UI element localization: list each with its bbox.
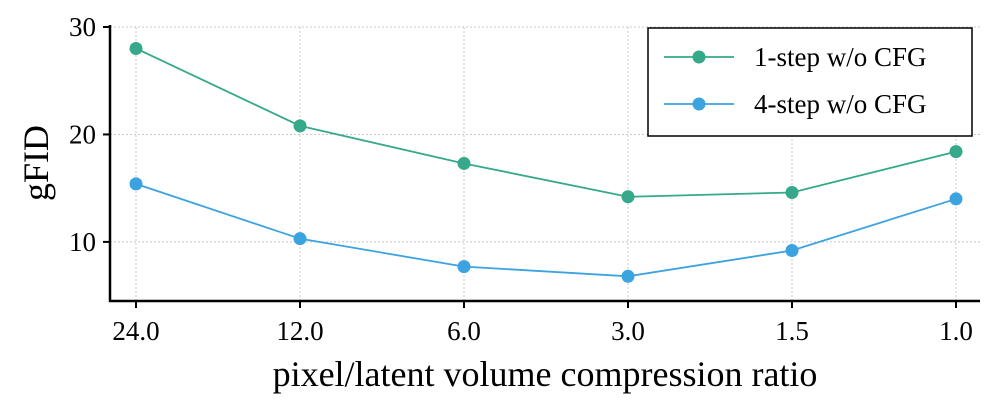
- data-point-series-1: [621, 190, 635, 204]
- y-tick-label: 10: [69, 227, 96, 257]
- data-point-series-2: [457, 260, 471, 274]
- x-tick-label: 12.0: [276, 316, 323, 346]
- data-point-series-1: [949, 145, 963, 159]
- legend-label-series-1: 1-step w/o CFG: [754, 42, 927, 72]
- axes: [108, 25, 980, 303]
- data-point-series-1: [129, 41, 143, 55]
- y-tick-label: 20: [69, 119, 96, 149]
- data-point-series-1: [785, 185, 799, 199]
- x-tick-label: 1.0: [939, 316, 973, 346]
- legend-label-series-2: 4-step w/o CFG: [754, 89, 927, 119]
- data-point-series-1: [293, 119, 307, 133]
- data-point-series-2: [293, 232, 307, 246]
- x-ticks: 24.0 12.0 6.0 3.0 1.5 1.0: [112, 301, 973, 346]
- legend-box: [647, 27, 973, 137]
- x-tick-label: 24.0: [112, 316, 159, 346]
- legend-marker-series-2: [692, 97, 706, 111]
- data-point-series-2: [785, 243, 799, 257]
- data-point-series-2: [621, 269, 635, 283]
- y-ticks: 10 20 30: [69, 12, 110, 257]
- x-tick-label: 1.5: [775, 316, 809, 346]
- series: [129, 41, 963, 283]
- series-line-1: [135, 47, 957, 198]
- series-line-2: [135, 183, 957, 278]
- x-axis-title: pixel/latent volume compression ratio: [273, 354, 818, 394]
- legend-entry-2: 4-step w/o CFG: [664, 89, 927, 119]
- y-axis-title: gFID: [16, 125, 56, 201]
- legend-entry-1: 1-step w/o CFG: [664, 42, 927, 72]
- x-tick-label: 3.0: [611, 316, 645, 346]
- legend: 1-step w/o CFG 4-step w/o CFG: [647, 27, 973, 137]
- data-point-series-2: [949, 192, 963, 206]
- y-tick-label: 30: [69, 12, 96, 42]
- legend-marker-series-1: [692, 50, 706, 64]
- x-tick-label: 6.0: [447, 316, 481, 346]
- data-point-series-1: [457, 156, 471, 170]
- data-point-series-2: [129, 177, 143, 191]
